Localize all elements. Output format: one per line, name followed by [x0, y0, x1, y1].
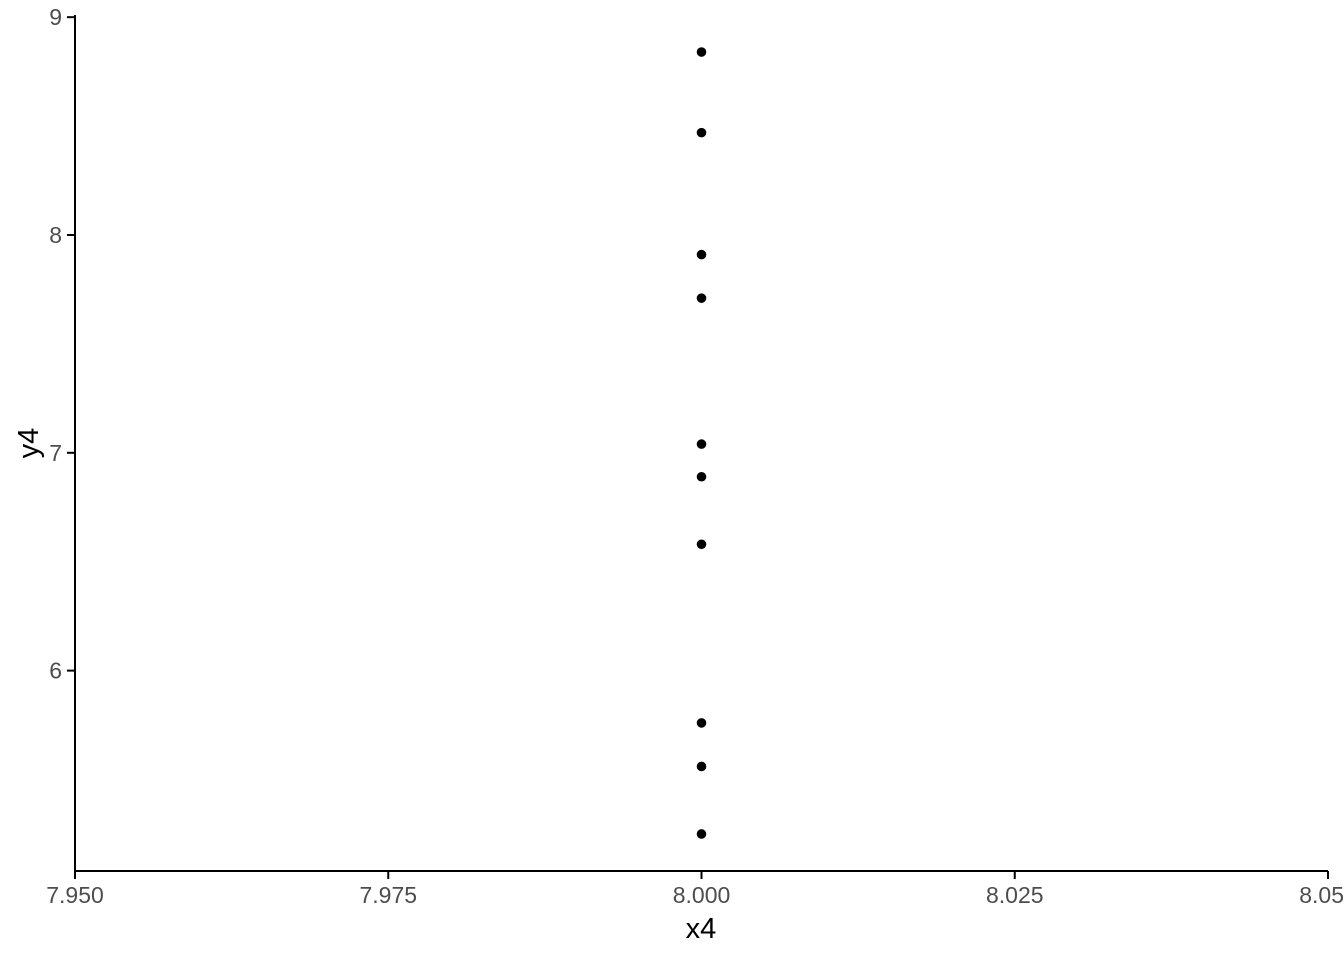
- y-tick-label: 8: [49, 222, 62, 248]
- points-layer: [696, 47, 707, 839]
- x-axis-title: x4: [686, 913, 717, 945]
- data-point: [696, 127, 707, 138]
- y-tick-label: 9: [49, 4, 62, 30]
- data-point: [696, 293, 707, 303]
- y-tick-label: 6: [49, 658, 62, 684]
- x-tick-label: 8.050: [1299, 882, 1344, 908]
- data-point: [696, 249, 707, 260]
- x-tick-label: 7.975: [359, 882, 417, 908]
- x-tick-label: 8.025: [986, 882, 1044, 908]
- axes-layer: 6 7 8 9 7.950 7.975 8.000 8.025 8.050: [46, 4, 1344, 908]
- data-point: [696, 439, 707, 449]
- data-point: [696, 761, 707, 772]
- data-point: [696, 47, 707, 57]
- y-axis-title: y4: [13, 428, 45, 459]
- x-tick-label: 8.000: [673, 882, 731, 908]
- data-point: [696, 829, 707, 839]
- data-point: [696, 539, 707, 550]
- y-tick-label: 7: [49, 440, 62, 466]
- data-point: [696, 718, 707, 728]
- data-point: [696, 471, 707, 482]
- x-tick-label: 7.950: [46, 882, 104, 908]
